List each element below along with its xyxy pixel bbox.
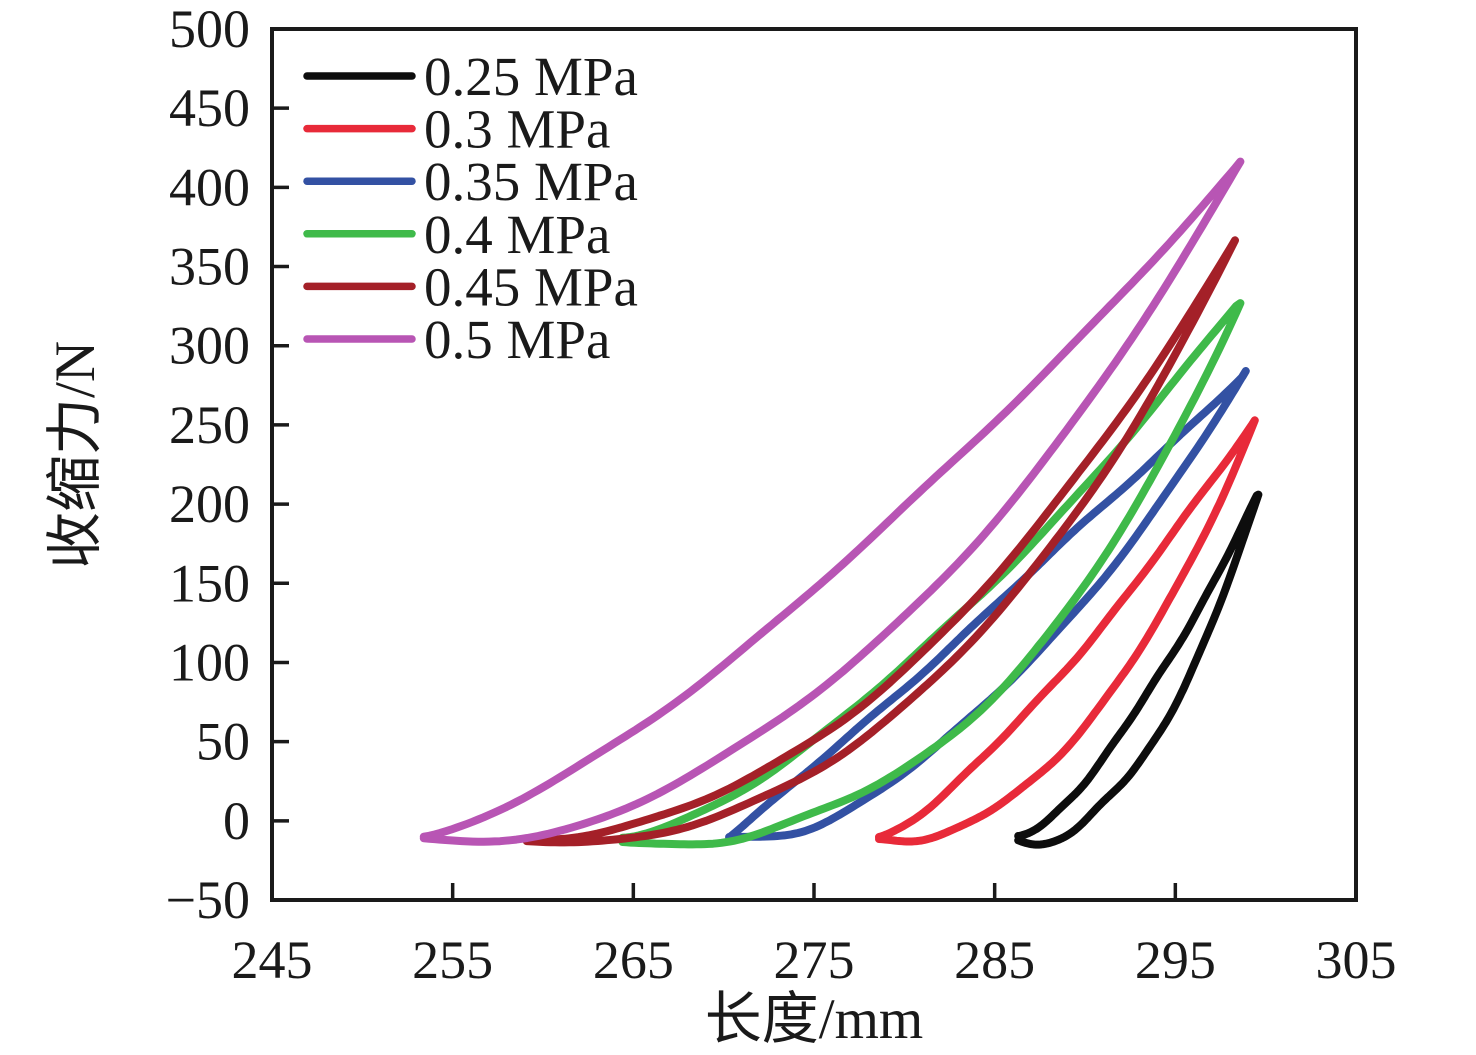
y-tick-label: 300 xyxy=(169,316,250,376)
x-tick-label: 255 xyxy=(412,930,493,990)
curve-03mpa xyxy=(875,416,1259,846)
y-tick-label: 350 xyxy=(169,237,250,297)
curve-025mpa xyxy=(1014,490,1263,849)
y-tick-label: −50 xyxy=(166,870,250,930)
x-tick-label: 285 xyxy=(954,930,1035,990)
y-tick-label: 50 xyxy=(196,712,250,772)
legend-label: 0.3 MPa xyxy=(424,99,610,160)
y-tick-label: 500 xyxy=(169,0,250,59)
axis-tick-labels: 245 255 265 275 285 295 305 −50 0 50 100 150 200 250 3… xyxy=(166,0,1397,990)
legend-label: 0.4 MPa xyxy=(424,204,610,265)
legend-item-035mpa: 0.35 MPa xyxy=(303,151,638,212)
legend-label: 0.25 MPa xyxy=(424,46,638,107)
x-tick-label: 245 xyxy=(232,930,313,990)
curve-05mpa xyxy=(419,157,1245,846)
y-tick-label: 0 xyxy=(223,791,250,851)
legend-item-03mpa: 0.3 MPa xyxy=(303,99,610,160)
legend-item-05mpa: 0.5 MPa xyxy=(303,309,610,370)
y-tick-label: 250 xyxy=(169,395,250,455)
y-tick-label: 200 xyxy=(169,474,250,534)
legend-label: 0.35 MPa xyxy=(424,151,638,212)
y-tick-label: 450 xyxy=(169,78,250,138)
x-tick-label: 275 xyxy=(774,930,855,990)
y-tick-label: 400 xyxy=(169,157,250,217)
x-tick-label: 305 xyxy=(1316,930,1397,990)
legend-item-025mpa: 0.25 MPa xyxy=(303,46,638,107)
data-curves xyxy=(419,157,1263,849)
legend-item-04mpa: 0.4 MPa xyxy=(303,204,610,265)
axis-ticks xyxy=(272,106,1178,900)
legend-label: 0.45 MPa xyxy=(424,256,638,317)
y-axis-title: 收缩力/N xyxy=(44,341,107,569)
legend-label: 0.5 MPa xyxy=(424,309,610,370)
x-axis-title: 长度/mm xyxy=(705,988,924,1051)
curve-035mpa xyxy=(725,367,1250,842)
legend-item-045mpa: 0.45 MPa xyxy=(303,256,638,317)
y-tick-label: 150 xyxy=(169,553,250,613)
y-tick-label: 100 xyxy=(169,632,250,692)
curve-045mpa xyxy=(522,236,1239,847)
x-tick-label: 265 xyxy=(593,930,674,990)
x-tick-label: 295 xyxy=(1135,930,1216,990)
